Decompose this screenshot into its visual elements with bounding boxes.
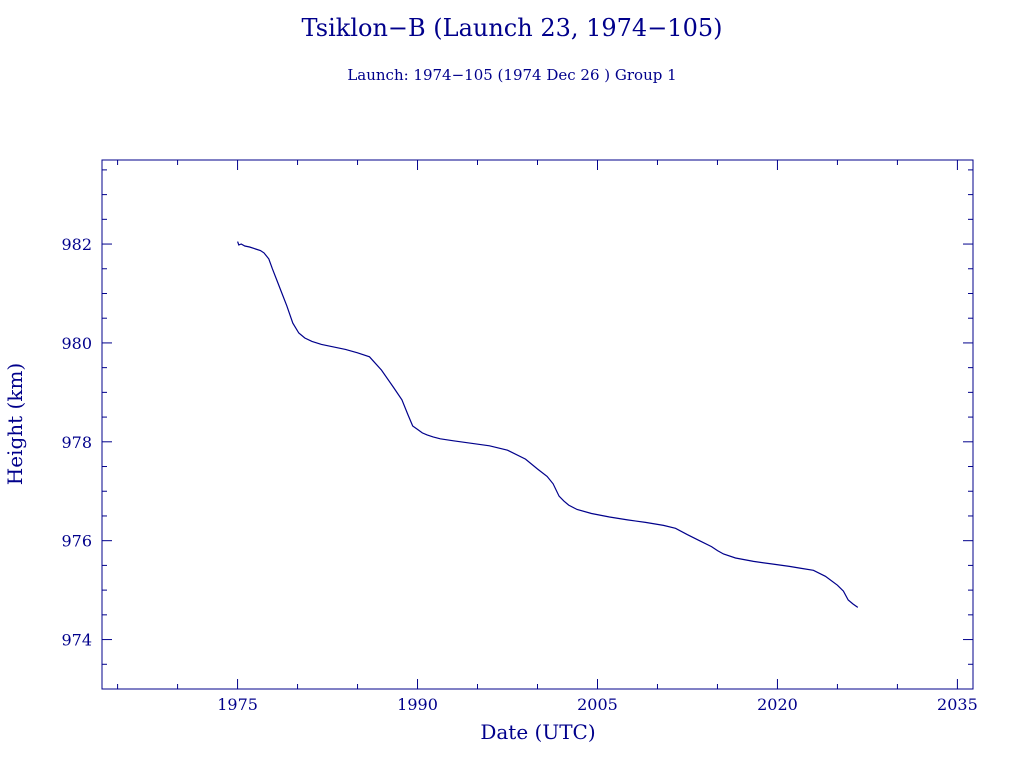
y-tick-label: 976 (61, 532, 92, 551)
x-tick-label: 2020 (757, 695, 798, 714)
y-axis-label: Height (km) (3, 363, 27, 485)
x-tick-label: 2005 (577, 695, 618, 714)
x-tick-label: 1975 (217, 695, 258, 714)
axis-tick-labels: 1975 1990 2005 2020 2035 974 976 978 980 982 (61, 235, 977, 714)
chart-title: Tsiklon−B (Launch 23, 1974−105) (301, 14, 723, 42)
y-tick-label: 980 (61, 334, 92, 353)
axis-ticks (102, 160, 973, 690)
y-tick-label: 982 (61, 235, 92, 254)
x-tick-label: 1990 (397, 695, 438, 714)
chart-subtitle: Launch: 1974−105 (1974 Dec 26 ) Group 1 (347, 66, 677, 84)
x-tick-label: 2035 (937, 695, 978, 714)
plot-frame (101, 159, 974, 690)
series-line (237, 241, 859, 608)
x-axis-label: Date (UTC) (480, 720, 595, 744)
y-tick-label: 978 (61, 433, 92, 452)
y-tick-label: 974 (61, 631, 92, 650)
